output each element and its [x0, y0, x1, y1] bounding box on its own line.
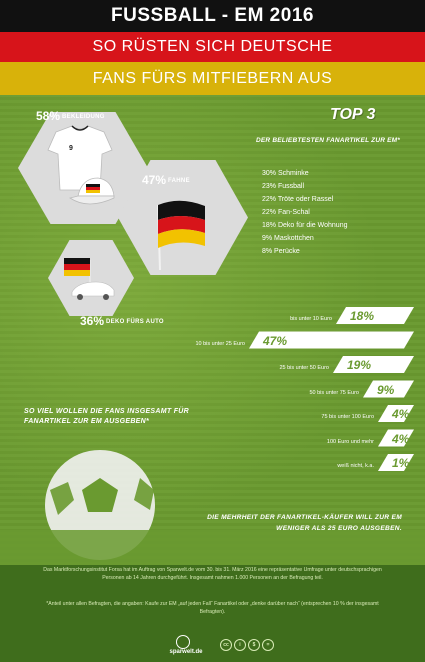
- top3-title: TOP 3: [330, 106, 376, 123]
- spending-bar-label: 50 bis unter 75 Euro: [309, 389, 359, 396]
- survey-method-text: Das Marktforschungsinstitut Forsa hat im…: [43, 567, 382, 581]
- title-line-2: SO RÜSTEN SICH DEUTSCHE: [92, 38, 333, 55]
- sparwelt-logo-icon: [176, 635, 190, 649]
- spending-bar-value: 9%: [377, 382, 395, 397]
- car-deco-pct: 36%: [80, 314, 105, 328]
- cc-by-icon: i: [234, 639, 246, 651]
- spending-bar-value: 47%: [263, 333, 288, 348]
- subtitle-band-red: SO RÜSTEN SICH DEUTSCHE: [0, 32, 425, 62]
- spending-bar-label: 10 bis unter 25 Euro: [195, 340, 245, 347]
- flag-label: FAHNE: [168, 178, 190, 184]
- footer-logo-row: sparwelt.de cc i $ =: [0, 635, 425, 655]
- title-line-1: FUSSBALL - EM 2016: [111, 5, 314, 26]
- top3-item: 23% Fussball: [262, 183, 305, 190]
- title-line-3: FANS FÜRS MITFIEBERN AUS: [92, 70, 333, 87]
- spending-question: SO VIEL WOLLEN DIE FANS INSGESAMT FÜR FA…: [24, 408, 189, 425]
- top3-list: 30% Schminke 23% Fussball 22% Tröte oder…: [262, 167, 347, 258]
- survey-footnote: *Anteil unter allen Befragten, die angab…: [46, 601, 379, 615]
- spending-bar-label: bis unter 10 Euro: [290, 316, 332, 322]
- top3-item: 22% Tröte oder Rassel: [262, 196, 334, 203]
- top3-item: 8% Perücke: [262, 248, 300, 255]
- footer: Das Marktforschungsinstitut Forsa hat im…: [0, 565, 425, 662]
- cc-nd-icon: =: [262, 639, 274, 651]
- spending-bar-label: 100 Euro und mehr: [326, 438, 374, 445]
- spending-bar-value: 19%: [347, 358, 372, 372]
- flag-stat: 47% FAHNE: [142, 173, 190, 187]
- top3-item: 22% Fan-Schal: [262, 209, 310, 216]
- majority-statement: DIE MEHRHEIT DER FANARTIKEL-KÄUFER WILL …: [207, 514, 402, 532]
- clothing-stat: 58% BEKLEIDUNG: [36, 109, 105, 123]
- title-band: FUSSBALL - EM 2016: [0, 0, 425, 32]
- sparwelt-logo-text: sparwelt.de: [169, 649, 203, 655]
- top3-item: 30% Schminke: [262, 170, 309, 177]
- spending-bar-label: weiß nicht, k.a.: [337, 463, 374, 469]
- spending-bar-value: 1%: [392, 456, 410, 470]
- top3-item: 9% Maskottchen: [262, 235, 314, 242]
- spending-bar-value: 4%: [392, 431, 410, 446]
- top3-item: 18% Deko für die Wohnung: [262, 222, 348, 229]
- spending-bar-value: 18%: [350, 309, 375, 323]
- cc-nc-icon: $: [248, 639, 260, 651]
- spending-bar-label: 25 bis unter 50 Euro: [279, 365, 329, 371]
- cc-icon: cc: [220, 639, 232, 651]
- car-deco-stat: 36% DEKO FÜRS AUTO: [80, 314, 164, 328]
- spending-bar-value: 4%: [392, 407, 410, 421]
- clothing-pct: 58%: [36, 109, 61, 123]
- flag-pct: 47%: [142, 173, 167, 187]
- spending-bar-label: 75 bis unter 100 Euro: [321, 414, 374, 420]
- top3-subtitle: DER BELIEBTESTEN FANARTIKEL ZUR EM*: [256, 137, 400, 144]
- clothing-label: BEKLEIDUNG: [62, 114, 105, 120]
- subtitle-band-gold: FANS FÜRS MITFIEBERN AUS: [0, 62, 425, 95]
- car-deco-label: DEKO FÜRS AUTO: [106, 319, 164, 325]
